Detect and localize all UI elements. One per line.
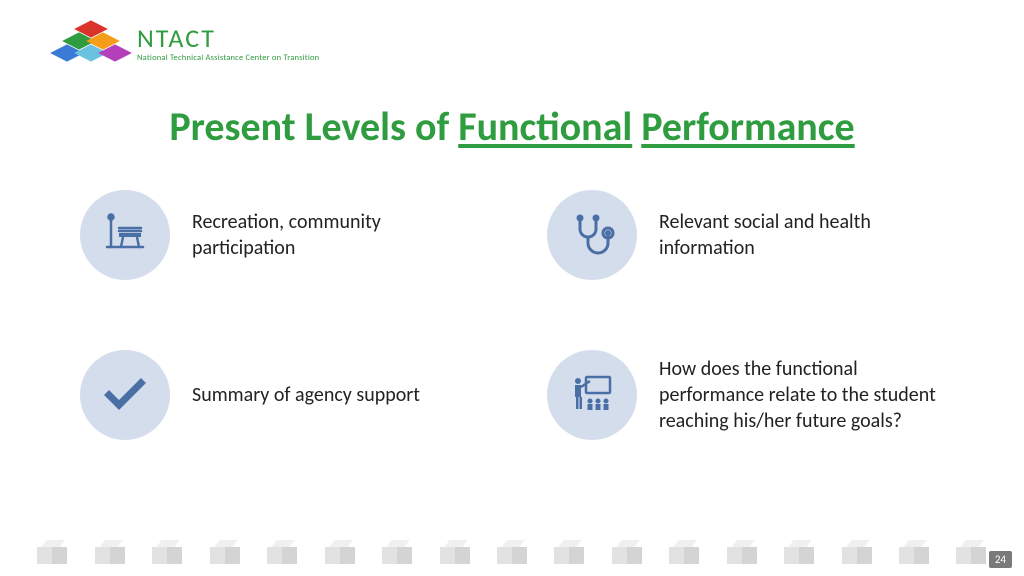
- title-prefix: Present Levels of: [169, 102, 458, 151]
- footer-cube-icon: [784, 540, 814, 566]
- logo: NTACT National Technical Assistance Cent…: [50, 20, 319, 68]
- footer-cube-icon: [842, 540, 872, 566]
- title-underline-2: Performance: [641, 102, 854, 151]
- footer-cube-icon: [152, 540, 182, 566]
- footer-cube-icon: [325, 540, 355, 566]
- logo-title: NTACT: [137, 25, 319, 51]
- item-text: How does the functional performance rela…: [659, 356, 944, 434]
- footer-cube-icon: [727, 540, 757, 566]
- item-health: Relevant social and health information: [547, 190, 944, 280]
- footer-cube-icon: [554, 540, 584, 566]
- footer-cube-icon: [956, 540, 986, 566]
- bench-icon: [80, 190, 170, 280]
- title-sep: [632, 102, 641, 151]
- item-text: Relevant social and health information: [659, 209, 944, 261]
- class-icon: [547, 350, 637, 440]
- item-agency: Summary of agency support: [80, 350, 477, 440]
- footer-decoration: [0, 536, 1024, 570]
- footer-cube-icon: [612, 540, 642, 566]
- footer-cube-icon: [267, 540, 297, 566]
- item-text: Recreation, community participation: [192, 209, 477, 261]
- footer-cube-icon: [95, 540, 125, 566]
- item-text: Summary of agency support: [192, 382, 420, 408]
- footer-cube-icon: [440, 540, 470, 566]
- footer-cube-icon: [210, 540, 240, 566]
- footer-cube-icon: [899, 540, 929, 566]
- logo-subtitle: National Technical Assistance Center on …: [137, 53, 319, 63]
- footer-cube-icon: [382, 540, 412, 566]
- logo-text: NTACT National Technical Assistance Cent…: [137, 25, 319, 63]
- footer-cube-icon: [497, 540, 527, 566]
- footer-cube-icon: [37, 540, 67, 566]
- stethoscope-icon: [547, 190, 637, 280]
- check-icon: [80, 350, 170, 440]
- footer-cube-icon: [669, 540, 699, 566]
- page-title: Present Levels of Functional Performance: [0, 102, 1024, 151]
- logo-cubes-icon: [50, 20, 125, 68]
- item-recreation: Recreation, community participation: [80, 190, 477, 280]
- title-underline-1: Functional: [458, 102, 632, 151]
- page-number: 24: [989, 551, 1012, 568]
- content-grid: Recreation, community participation Rele…: [80, 190, 944, 440]
- item-goals: How does the functional performance rela…: [547, 350, 944, 440]
